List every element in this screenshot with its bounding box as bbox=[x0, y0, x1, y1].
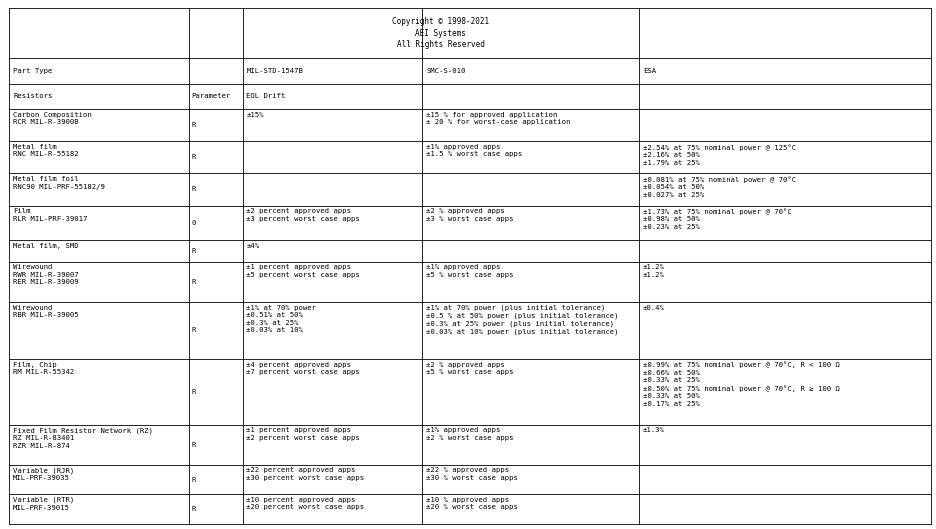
Text: Film
RLR MIL-PRF-39017: Film RLR MIL-PRF-39017 bbox=[13, 208, 87, 222]
Text: R: R bbox=[192, 389, 197, 395]
Text: MIL-STD-1547B: MIL-STD-1547B bbox=[246, 68, 303, 74]
Text: R: R bbox=[192, 327, 197, 333]
Text: ±15%: ±15% bbox=[246, 112, 264, 118]
Text: ±15 % for approved application
± 20 % for worst-case application: ±15 % for approved application ± 20 % fo… bbox=[426, 112, 571, 125]
Text: R: R bbox=[192, 506, 197, 512]
Text: Wirewound
RBR MIL-R-39005: Wirewound RBR MIL-R-39005 bbox=[13, 305, 79, 318]
Text: ±10 percent approved apps
±20 percent worst case apps: ±10 percent approved apps ±20 percent wo… bbox=[246, 497, 364, 510]
Text: ±1 percent approved apps
±2 percent worst case apps: ±1 percent approved apps ±2 percent wors… bbox=[246, 427, 360, 441]
Text: ±1 percent approved apps
±5 percent worst case apps: ±1 percent approved apps ±5 percent wors… bbox=[246, 264, 360, 278]
Text: R: R bbox=[192, 248, 197, 254]
Text: R: R bbox=[192, 122, 197, 128]
Text: ±4 percent approved apps
±7 percent worst case apps: ±4 percent approved apps ±7 percent wors… bbox=[246, 362, 360, 375]
Text: ±1.3%: ±1.3% bbox=[643, 427, 665, 433]
Text: Parameter: Parameter bbox=[191, 93, 230, 99]
Text: ±2.54% at 75% nominal power @ 125°C
±2.16% at 50%
±1.79% at 25%: ±2.54% at 75% nominal power @ 125°C ±2.1… bbox=[643, 144, 796, 166]
Text: Fixed Film Resistor Network (RZ)
RZ MIL-R-83401
RZR MIL-R-874: Fixed Film Resistor Network (RZ) RZ MIL-… bbox=[13, 427, 154, 449]
Text: Metal film foil
RNC90 MIL-PRF-55182/9: Metal film foil RNC90 MIL-PRF-55182/9 bbox=[13, 176, 105, 189]
Text: Resistors: Resistors bbox=[13, 93, 52, 99]
Text: ±1% approved apps
±2 % worst case apps: ±1% approved apps ±2 % worst case apps bbox=[426, 427, 514, 441]
Text: Variable (RJR)
MIL-PRF-39035: Variable (RJR) MIL-PRF-39035 bbox=[13, 468, 74, 481]
Text: Metal film
RNC MIL-R-55182: Metal film RNC MIL-R-55182 bbox=[13, 144, 79, 158]
Text: ±22 % approved apps
±30 % worst case apps: ±22 % approved apps ±30 % worst case app… bbox=[426, 468, 518, 481]
Text: ±1.2%
±1.2%: ±1.2% ±1.2% bbox=[643, 264, 665, 278]
Text: ±0.99% at 75% nominal power @ 70°C, R < 100 Ω
±0.66% at 50%
±0.33% at 25%
±0.50%: ±0.99% at 75% nominal power @ 70°C, R < … bbox=[643, 362, 840, 407]
Text: ±1% at 70% power (plus initial tolerance)
±0.5 % at 50% power (plus initial tole: ±1% at 70% power (plus initial tolerance… bbox=[426, 305, 619, 335]
Text: EOL Drift: EOL Drift bbox=[246, 93, 285, 99]
Text: ESA: ESA bbox=[643, 68, 656, 74]
Text: ±1% approved apps
±5 % worst case apps: ±1% approved apps ±5 % worst case apps bbox=[426, 264, 514, 278]
Text: ±0.4%: ±0.4% bbox=[643, 305, 665, 311]
Text: Metal film, SMD: Metal film, SMD bbox=[13, 243, 79, 249]
Text: 0: 0 bbox=[192, 220, 197, 226]
Text: R: R bbox=[192, 154, 197, 160]
Text: ±1% approved apps
±1.5 % worst case apps: ±1% approved apps ±1.5 % worst case apps bbox=[426, 144, 522, 158]
Text: R: R bbox=[192, 186, 197, 193]
Text: Film, Chip
RM MIL-R-55342: Film, Chip RM MIL-R-55342 bbox=[13, 362, 74, 375]
Text: Wirewound
RWR MIL-R-39007
RER MIL-R-39009: Wirewound RWR MIL-R-39007 RER MIL-R-3900… bbox=[13, 264, 79, 286]
Text: ±2 % approved apps
±5 % worst case apps: ±2 % approved apps ±5 % worst case apps bbox=[426, 362, 514, 375]
Text: ±1% at 70% power
±0.51% at 50%
±0.3% at 25%
±0.03% at 10%: ±1% at 70% power ±0.51% at 50% ±0.3% at … bbox=[246, 305, 316, 333]
Text: Carbon Composition
RCR MIL-R-3900B: Carbon Composition RCR MIL-R-3900B bbox=[13, 112, 92, 125]
Text: R: R bbox=[192, 279, 197, 285]
Text: Copyright © 1998-2021
AEI Systems
All Rights Reserved: Copyright © 1998-2021 AEI Systems All Ri… bbox=[392, 17, 490, 49]
Text: R: R bbox=[192, 477, 197, 482]
Text: ±10 % approved apps
±20 % worst case apps: ±10 % approved apps ±20 % worst case app… bbox=[426, 497, 518, 510]
Text: SMC-S-010: SMC-S-010 bbox=[426, 68, 465, 74]
Text: ±2 percent approved apps
±3 percent worst case apps: ±2 percent approved apps ±3 percent wors… bbox=[246, 208, 360, 222]
Text: Part Type: Part Type bbox=[13, 68, 52, 74]
Text: ±22 percent approved apps
±30 percent worst case apps: ±22 percent approved apps ±30 percent wo… bbox=[246, 468, 364, 481]
Text: Variable (RTR)
MIL-PRF-39015: Variable (RTR) MIL-PRF-39015 bbox=[13, 497, 74, 511]
Text: ±4%: ±4% bbox=[246, 243, 259, 249]
Text: ±0.081% at 75% nominal power @ 70°C
±0.054% at 50%
±0.027% at 25%: ±0.081% at 75% nominal power @ 70°C ±0.0… bbox=[643, 176, 796, 198]
Text: ±2 % approved apps
±3 % worst case apps: ±2 % approved apps ±3 % worst case apps bbox=[426, 208, 514, 222]
Text: R: R bbox=[192, 442, 197, 448]
Text: ±1.73% at 75% nominal power @ 70°C
±0.98% at 50%
±0.23% at 25%: ±1.73% at 75% nominal power @ 70°C ±0.98… bbox=[643, 208, 792, 230]
